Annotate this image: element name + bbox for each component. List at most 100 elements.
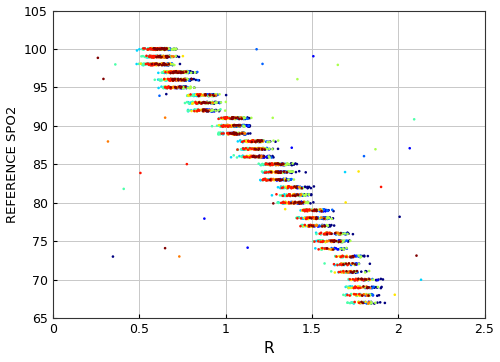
Point: [238, 153, 246, 159]
Point: [222, 115, 230, 121]
Point: [152, 61, 160, 67]
Point: [218, 123, 226, 129]
Point: [204, 107, 212, 113]
Point: [165, 54, 173, 60]
Point: [336, 245, 344, 251]
Point: [176, 77, 184, 83]
Point: [229, 130, 237, 136]
Point: [351, 261, 359, 267]
Point: [337, 238, 345, 244]
Point: [174, 68, 182, 74]
Point: [158, 77, 166, 83]
Point: [240, 138, 248, 144]
Point: [239, 146, 247, 151]
Point: [302, 215, 310, 221]
Point: [357, 300, 365, 306]
Point: [168, 84, 176, 90]
Point: [157, 47, 165, 52]
Point: [184, 92, 192, 98]
Point: [160, 54, 168, 59]
Point: [361, 270, 369, 275]
Point: [242, 131, 250, 137]
Point: [173, 77, 181, 83]
Point: [196, 100, 204, 105]
Point: [307, 207, 315, 213]
Point: [354, 299, 362, 305]
Point: [298, 201, 306, 206]
Point: [342, 270, 350, 275]
Point: [196, 107, 204, 113]
Point: [298, 223, 306, 229]
Point: [298, 192, 306, 198]
Point: [174, 77, 182, 83]
Point: [268, 161, 276, 167]
Point: [274, 169, 282, 174]
Point: [155, 46, 163, 52]
Point: [280, 169, 287, 174]
Point: [180, 70, 188, 75]
Point: [320, 238, 328, 244]
Point: [280, 177, 287, 183]
Point: [236, 115, 244, 121]
Point: [198, 107, 205, 113]
Point: [278, 184, 285, 190]
Point: [230, 115, 237, 121]
Point: [172, 69, 180, 75]
Point: [282, 162, 290, 168]
Point: [266, 177, 274, 183]
Point: [209, 107, 217, 113]
Point: [240, 123, 248, 129]
Point: [247, 153, 255, 159]
Point: [310, 222, 318, 228]
Point: [140, 46, 147, 52]
Point: [340, 253, 348, 259]
Point: [144, 61, 152, 67]
Point: [244, 123, 252, 129]
Point: [302, 215, 310, 221]
Point: [160, 62, 168, 68]
Point: [174, 77, 182, 83]
Point: [302, 215, 310, 221]
Point: [372, 277, 380, 283]
Point: [296, 192, 304, 198]
Point: [306, 223, 314, 229]
Point: [282, 184, 290, 190]
Point: [182, 77, 190, 83]
Point: [238, 146, 246, 152]
Point: [162, 77, 170, 83]
Point: [243, 122, 251, 128]
Point: [324, 216, 332, 222]
Point: [210, 101, 218, 106]
Point: [274, 170, 282, 176]
Point: [348, 254, 356, 260]
Point: [164, 69, 172, 75]
Point: [278, 185, 286, 191]
Point: [302, 192, 310, 198]
Point: [254, 154, 262, 160]
Point: [260, 145, 268, 151]
Point: [328, 216, 336, 222]
Point: [194, 100, 202, 106]
Point: [229, 123, 237, 129]
Point: [358, 299, 366, 305]
Point: [364, 253, 372, 259]
Point: [182, 77, 190, 83]
Point: [190, 107, 198, 113]
Point: [192, 107, 200, 113]
Point: [280, 177, 288, 183]
Point: [377, 276, 385, 282]
Point: [303, 223, 311, 229]
Point: [312, 215, 320, 221]
Point: [189, 100, 197, 106]
Point: [286, 162, 294, 168]
Point: [242, 146, 250, 151]
Point: [246, 123, 254, 129]
Point: [305, 224, 313, 230]
Point: [314, 207, 322, 213]
Point: [201, 107, 209, 113]
Point: [304, 207, 312, 213]
Point: [298, 224, 306, 230]
Point: [198, 92, 205, 98]
Point: [165, 77, 173, 83]
Point: [204, 108, 212, 113]
